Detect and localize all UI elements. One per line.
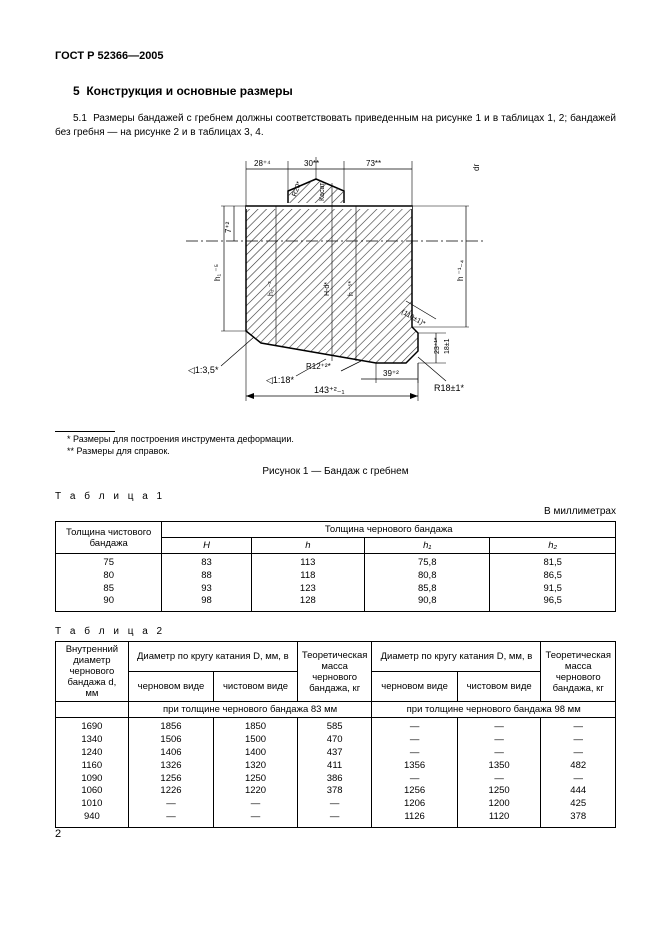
page-number: 2 [55,828,61,840]
dim-hm1: h ⁻¹₋₄ [456,260,465,281]
t2-h-chern1: черновом виде [128,672,213,702]
footnote-2: ** Размеры для справок. [67,446,616,456]
t1-col-2: 113118123128 [251,554,364,612]
units-label: В миллиметрах [55,506,616,517]
dim-18: 18±1 [444,338,451,354]
dim-135: ◁1:3,5* [188,365,219,375]
t2-h-inner: Внутренний диаметр чернового бандажа d, … [56,642,129,702]
t2-h-mass2: Теоретическая масса чернового бандажа, к… [541,642,616,702]
dim-39: 39⁺² [383,369,399,378]
t2-col-3: 585470437411386378—— [297,718,372,828]
dim-143: 143⁺²₋₁ [314,385,345,395]
table2-label: Т а б л и ц а 2 [55,626,616,637]
t2-h-chist2: чистовом виде [457,672,541,702]
dim-23: 23⁺¹* [434,337,441,354]
t1-col-1: 83889398 [162,554,251,612]
table1-label: Т а б л и ц а 1 [55,491,616,502]
t2-col-2: 185015001400132012501220—— [214,718,298,828]
t2-h-diam1: Диаметр по кругу катания D, мм, в [128,642,297,672]
document-id: ГОСТ Р 52366—2005 [55,50,616,62]
dim-r18: R18±1* [434,383,464,393]
page: ГОСТ Р 52366—2005 5 Конструкция и основн… [0,0,661,858]
dim-28: 28⁺⁴ [254,159,271,168]
section-title: 5 Конструкция и основные размеры [73,84,616,98]
dim-73: 73** [366,159,381,168]
paragraph-5-1: 5.1 Размеры бандажей с гребнем должны со… [55,112,616,139]
dim-r12: R12⁺²* [306,362,331,371]
t2-h-chern2: черновом виде [372,672,457,702]
dim-7: 7⁺² [224,221,233,233]
table-2: Внутренний диаметр чернового бандажа d, … [55,641,616,828]
figure-1: 28⁺⁴ 30** 73** 143⁺²₋₁ 39⁺² ◁1:3,5* ◁1:1… [55,151,616,421]
t1-sub-2: h₁ [365,538,490,554]
t2-h-diam2: Диаметр по кругу катания D, мм, в [372,642,541,672]
t2-col-1: 185615061406132612561226—— [128,718,213,828]
t1-col-3: 75,880,885,890,8 [365,554,490,612]
t2-sub-blank [56,702,129,718]
dim-hm: h ⁻⁵* [348,281,355,296]
t1-col-0: 75808590 [56,554,162,612]
t2-col-4: ———1356—125612061126 [372,718,457,828]
t1-sub-3: h₂ [490,538,616,554]
t2-h-chist1: чистовом виде [214,672,298,702]
t2-col-6: ———482—444425378 [541,718,616,828]
dim-118: ◁1:18* [266,375,294,385]
table-1: Толщина чистового бандажа Толщина чернов… [55,521,616,612]
dim-de: dг [472,164,481,171]
footnote-rule [55,431,115,432]
t2-col-0: 1690134012401160109010601010940 [56,718,129,828]
t2-sub98: при толщине чернового бандажа 98 мм [372,702,616,718]
t2-sub83: при толщине чернового бандажа 83 мм [128,702,372,718]
t1-col-4: 81,586,591,596,5 [490,554,616,612]
t1-sub-1: h [251,538,364,554]
t1-head-main: Толщина чистового бандажа [56,522,162,554]
footnote-1: * Размеры для построения инструмента деф… [67,434,616,444]
dim-30: 30** [304,159,319,168]
dim-hd: H‑d* [324,282,331,296]
figure-caption: Рисунок 1 — Бандаж с гребнем [55,466,616,477]
dim-h2: h₂ ⁻³ [268,281,275,296]
t1-head-group: Толщина чернового бандажа [162,522,616,538]
t1-sub-0: H [162,538,251,554]
dim-h1: h₁ ⁻⁵ [213,264,222,281]
t2-col-5: ———1350—125012001120 [457,718,541,828]
t2-h-mass1: Теоретическая масса чернового бандажа, к… [297,642,372,702]
label-kasat: Касат. [319,181,326,201]
